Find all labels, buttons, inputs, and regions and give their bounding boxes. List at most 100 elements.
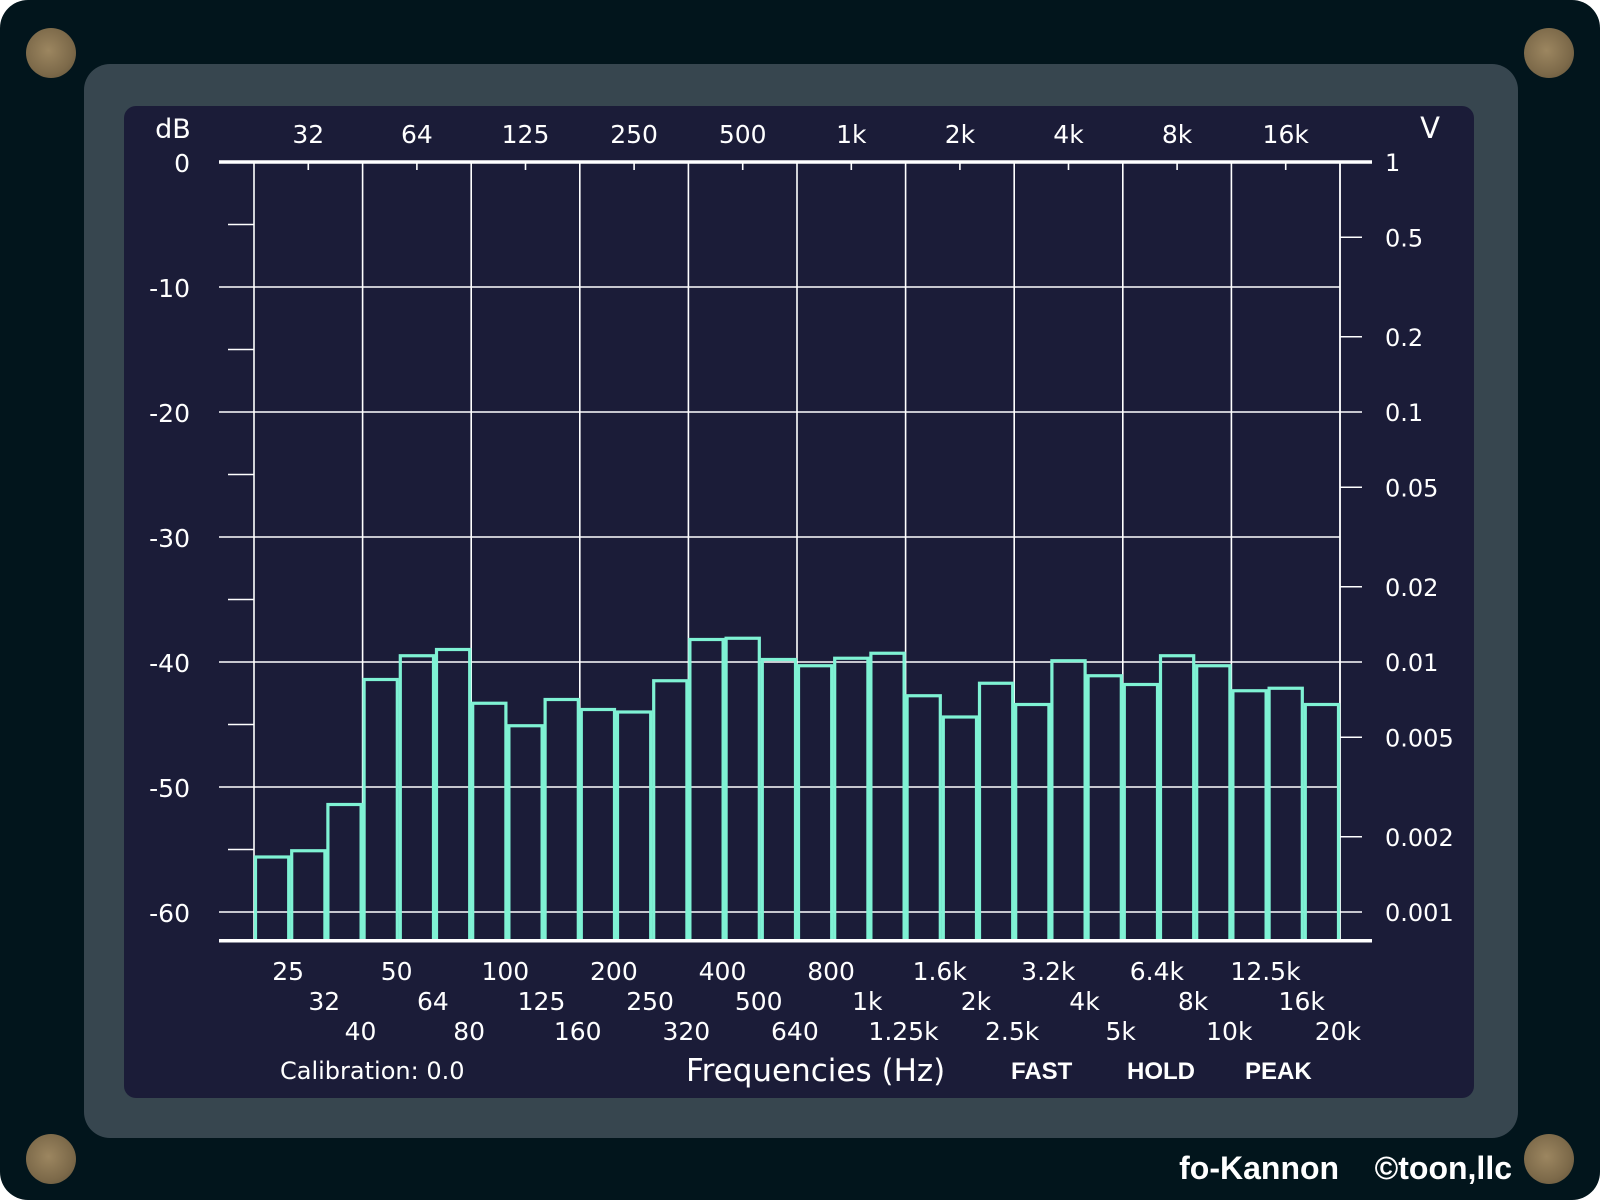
band-label: 800 <box>807 957 855 986</box>
band-label: 1.6k <box>913 957 968 986</box>
peak-mode-indicator[interactable]: PEAK <box>1245 1058 1312 1085</box>
top-axis-label: 250 <box>610 120 658 149</box>
spectrum-bar <box>1050 659 1087 943</box>
top-axis-label: 2k <box>945 120 976 149</box>
spectrum-bar <box>543 697 580 943</box>
spectrum-bar <box>1122 682 1160 943</box>
top-axis-label: 16k <box>1263 120 1310 149</box>
band-label: 6.4k <box>1130 957 1185 986</box>
spectrum-bar <box>688 637 725 943</box>
brand-credit: fo-Kannon ©toon,llc <box>1179 1150 1512 1187</box>
band-label: 80 <box>453 1017 485 1046</box>
right-axis-label: 0.02 <box>1385 574 1438 602</box>
band-label: 640 <box>771 1017 819 1046</box>
hold-mode-indicator[interactable]: HOLD <box>1127 1058 1195 1085</box>
band-label: 200 <box>590 957 638 986</box>
spectrum-bar <box>615 710 653 943</box>
left-axis-label: -10 <box>149 274 190 303</box>
right-axis-label: 0.002 <box>1385 824 1454 852</box>
spectrum-bar <box>977 681 1015 943</box>
band-label: 25 <box>272 957 304 986</box>
band-label: 250 <box>626 987 674 1016</box>
spectrum-bar <box>1231 689 1268 943</box>
band-label: 12.5k <box>1230 957 1301 986</box>
spectrum-bar <box>1195 664 1232 943</box>
band-label: 400 <box>699 957 747 986</box>
band-label: 10k <box>1206 1017 1253 1046</box>
band-label: 20k <box>1315 1017 1362 1046</box>
spectrum-bar <box>833 656 870 943</box>
spectrum-bar <box>652 679 689 943</box>
spectrum-bar <box>290 849 327 943</box>
left-axis-unit: dB <box>155 114 191 145</box>
chart-bars <box>253 636 1341 943</box>
top-axis-label: 8k <box>1162 120 1193 149</box>
band-label: 2.5k <box>985 1017 1040 1046</box>
spectrum-bar <box>1158 654 1196 943</box>
band-label: 100 <box>481 957 529 986</box>
top-axis-label: 64 <box>401 120 433 149</box>
top-axis-label: 1k <box>836 120 867 149</box>
band-label: 160 <box>554 1017 602 1046</box>
screw-top-left-icon <box>26 28 76 78</box>
right-axis-unit: V <box>1420 111 1440 145</box>
band-label: 125 <box>518 987 566 1016</box>
brand-name: fo-Kannon <box>1179 1150 1340 1186</box>
chart-axes <box>219 160 1372 943</box>
top-axis-label: 4k <box>1053 120 1084 149</box>
spectrum-bar <box>796 664 834 943</box>
left-axis-label: -30 <box>149 524 190 553</box>
spectrum-bar <box>1267 686 1304 943</box>
band-label: 8k <box>1178 987 1209 1016</box>
screw-bottom-left-icon <box>26 1134 76 1184</box>
band-label: 320 <box>662 1017 710 1046</box>
spectrum-bar <box>1086 674 1123 943</box>
spectrum-bar <box>326 802 363 943</box>
top-axis-label: 500 <box>719 120 767 149</box>
spectrum-bar <box>941 715 979 943</box>
spectrum-bar <box>1303 702 1341 943</box>
spectrum-bar <box>869 651 906 943</box>
band-label: 1.25k <box>868 1017 939 1046</box>
x-axis-title: Frequencies (Hz) <box>686 1053 946 1089</box>
band-label: 40 <box>345 1017 377 1046</box>
left-axis-label: -60 <box>149 899 190 928</box>
band-label: 16k <box>1279 987 1326 1016</box>
band-label: 64 <box>417 987 449 1016</box>
spectrum-bar <box>471 701 508 943</box>
right-axis-label: 0.1 <box>1385 399 1423 427</box>
left-axis-label: 0 <box>174 149 190 178</box>
band-label: 500 <box>735 987 783 1016</box>
right-axis-label: 0.01 <box>1385 649 1438 677</box>
fast-mode-indicator[interactable]: FAST <box>1011 1058 1073 1085</box>
spectrum-bar <box>760 657 798 943</box>
left-axis-label: -50 <box>149 774 190 803</box>
band-label: 5k <box>1106 1017 1137 1046</box>
screw-top-right-icon <box>1524 28 1574 78</box>
band-label: 3.2k <box>1021 957 1076 986</box>
top-axis-label: 32 <box>292 120 324 149</box>
band-label: 4k <box>1069 987 1100 1016</box>
calibration-readout: Calibration: 0.0 <box>280 1057 464 1085</box>
spectrum-bar <box>253 855 291 943</box>
spectrum-bar <box>1014 702 1051 943</box>
spectrum-bar <box>905 694 942 943</box>
band-label: 50 <box>381 957 413 986</box>
chart-labels: 0 -10 -20 -30 -40 -50 -60 dB 1 0.5 0.2 0.1 0.05 0.02 0… <box>149 111 1454 1046</box>
left-axis-label: -40 <box>149 649 190 678</box>
spectrum-bar <box>724 636 761 943</box>
right-axis-label: 1 <box>1385 149 1400 177</box>
screw-bottom-right-icon <box>1524 1134 1574 1184</box>
right-axis-label: 0.2 <box>1385 324 1423 352</box>
left-axis-label: -20 <box>149 399 190 428</box>
calibration-value: 0.0 <box>426 1057 465 1085</box>
right-axis-label: 0.005 <box>1385 724 1454 752</box>
spectrum-bar <box>579 707 617 943</box>
copyright: ©toon,llc <box>1374 1150 1512 1186</box>
spectrum-bar <box>362 677 399 943</box>
right-axis-label: 0.05 <box>1385 474 1438 502</box>
spectrum-bar <box>398 654 436 943</box>
band-label: 32 <box>308 987 340 1016</box>
